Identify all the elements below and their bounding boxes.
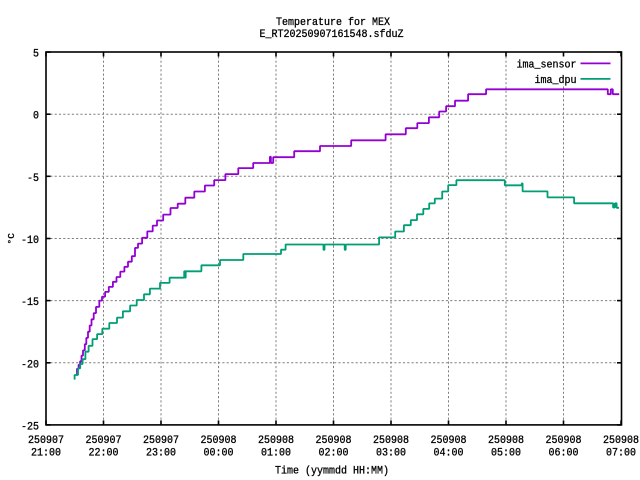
svg-text:-20: -20: [21, 359, 39, 371]
svg-text:-15: -15: [21, 297, 39, 309]
svg-text:06:00: 06:00: [549, 447, 579, 459]
svg-text:250907: 250907: [86, 435, 122, 447]
svg-text:00:00: 00:00: [204, 447, 234, 459]
svg-text:Temperature for MEX: Temperature for MEX: [276, 17, 390, 29]
svg-text:Time (yymmdd HH:MM): Time (yymmdd HH:MM): [275, 465, 389, 477]
svg-text:-25: -25: [21, 421, 39, 433]
svg-text:ima_dpu: ima_dpu: [535, 75, 577, 87]
svg-text:°C: °C: [6, 233, 17, 245]
svg-text:07:00: 07:00: [606, 447, 636, 459]
svg-text:22:00: 22:00: [89, 447, 119, 459]
svg-text:250908: 250908: [316, 435, 352, 447]
svg-text:250908: 250908: [373, 435, 409, 447]
svg-text:250908: 250908: [431, 435, 467, 447]
svg-text:250908: 250908: [488, 435, 524, 447]
svg-text:03:00: 03:00: [376, 447, 406, 459]
svg-text:E_RT20250907161548.sfduZ: E_RT20250907161548.sfduZ: [260, 29, 404, 41]
svg-text:02:00: 02:00: [319, 447, 349, 459]
svg-text:ima_sensor: ima_sensor: [517, 60, 577, 72]
svg-text:250908: 250908: [603, 435, 639, 447]
svg-text:250907: 250907: [28, 435, 64, 447]
svg-text:5: 5: [33, 49, 39, 61]
svg-text:-10: -10: [21, 235, 39, 247]
svg-text:21:00: 21:00: [31, 447, 61, 459]
svg-text:01:00: 01:00: [261, 447, 291, 459]
svg-text:250908: 250908: [201, 435, 237, 447]
svg-text:0: 0: [33, 111, 39, 123]
svg-text:04:00: 04:00: [434, 447, 464, 459]
svg-text:-5: -5: [27, 173, 39, 185]
svg-text:23:00: 23:00: [146, 447, 176, 459]
svg-text:05:00: 05:00: [491, 447, 521, 459]
svg-text:250907: 250907: [143, 435, 179, 447]
svg-text:250908: 250908: [258, 435, 294, 447]
svg-text:250908: 250908: [546, 435, 582, 447]
